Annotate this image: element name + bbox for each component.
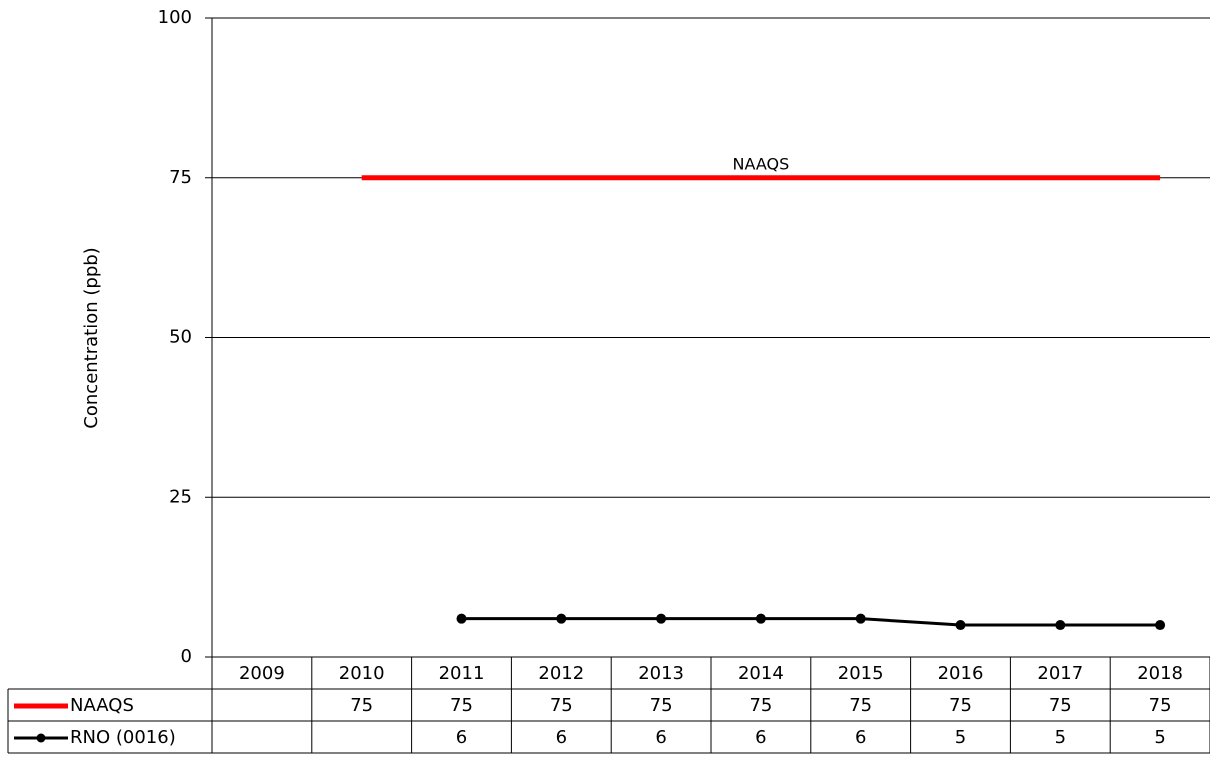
x-tick-label: 2010 [339, 663, 385, 684]
table-value: 6 [655, 727, 666, 748]
table-value: 6 [755, 727, 766, 748]
legend-marker [36, 733, 46, 743]
table-value: 75 [550, 695, 573, 716]
table-value: 75 [450, 695, 473, 716]
table-value: 5 [955, 727, 966, 748]
legend-label: NAAQS [70, 695, 134, 716]
y-axis-label: Concentration (ppb) [81, 247, 102, 428]
x-tick-label: 2016 [938, 663, 984, 684]
x-tick-label: 2009 [239, 663, 285, 684]
table-value: 75 [1049, 695, 1072, 716]
table-value: 75 [650, 695, 673, 716]
x-tick-label: 2013 [638, 663, 684, 684]
y-tick-label: 75 [169, 167, 192, 188]
point [855, 613, 866, 624]
annotation: NAAQS [733, 154, 790, 173]
table-value: 75 [749, 695, 772, 716]
x-tick-label: 2012 [538, 663, 584, 684]
point [955, 620, 966, 631]
y-tick-label: 0 [181, 646, 192, 667]
y-tick-label: 50 [169, 327, 192, 348]
point [755, 613, 766, 624]
table-value: 75 [1149, 695, 1172, 716]
table-value: 6 [855, 727, 866, 748]
x-tick-label: 2018 [1137, 663, 1183, 684]
table-value: 75 [350, 695, 373, 716]
x-tick-label: 2017 [1037, 663, 1083, 684]
table-value: 75 [849, 695, 872, 716]
x-tick-label: 2011 [439, 663, 485, 684]
point [1155, 620, 1166, 631]
point [656, 613, 667, 624]
table-value: 5 [1154, 727, 1165, 748]
point [1055, 620, 1066, 631]
y-tick-label: 25 [169, 486, 192, 507]
y-tick-label: 100 [158, 7, 192, 28]
point [556, 613, 567, 624]
table-value: 6 [556, 727, 567, 748]
table-value: 5 [1055, 727, 1066, 748]
table-value: 6 [456, 727, 467, 748]
series-line [461, 617, 1161, 627]
x-tick-label: 2015 [838, 663, 884, 684]
table-value: 75 [949, 695, 972, 716]
x-tick-label: 2014 [738, 663, 784, 684]
legend-label: RNO (0016) [70, 727, 176, 748]
point [456, 613, 467, 624]
